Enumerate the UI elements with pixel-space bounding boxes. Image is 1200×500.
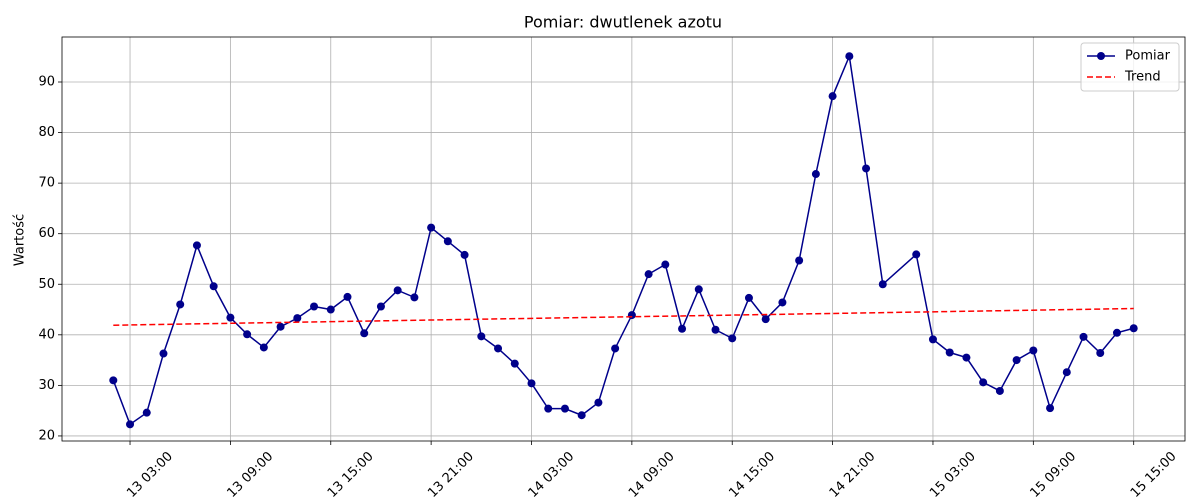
y-tick-label: 70: [38, 176, 55, 191]
data-point: [1129, 324, 1138, 333]
data-point: [226, 313, 235, 322]
data-point: [627, 311, 636, 320]
data-point: [259, 343, 268, 352]
data-point: [979, 378, 988, 387]
data-point: [594, 398, 603, 407]
data-point: [811, 170, 820, 179]
series-line: [113, 307, 1134, 326]
data-point: [326, 305, 335, 314]
y-tick-label: 80: [38, 125, 55, 140]
data-point: [560, 404, 569, 413]
data-point: [1096, 349, 1105, 358]
data-point: [192, 241, 201, 250]
data-point: [928, 335, 937, 344]
data-point: [510, 359, 519, 368]
data-point: [1112, 328, 1121, 337]
data-point: [678, 324, 687, 333]
data-point: [711, 325, 720, 334]
y-axis-label: Wartość: [13, 214, 28, 266]
chart-title: Pomiar: dwutlenek azotu: [524, 13, 722, 32]
data-point: [460, 250, 469, 259]
data-point: [393, 286, 402, 295]
data-point: [1029, 346, 1038, 355]
data-point: [1079, 332, 1088, 341]
y-tick-label: 90: [38, 75, 55, 90]
y-tick-label: 40: [38, 327, 55, 342]
data-point: [544, 404, 553, 413]
data-point: [661, 260, 670, 269]
data-point: [142, 408, 151, 417]
data-point: [962, 353, 971, 362]
data-point: [778, 298, 787, 307]
legend-label: Pomiar: [1125, 49, 1171, 64]
data-point: [293, 314, 302, 323]
data-point: [126, 420, 135, 429]
data-point: [694, 285, 703, 294]
y-tick-label: 20: [38, 428, 55, 443]
data-point: [376, 302, 385, 311]
data-point: [443, 237, 452, 246]
data-point: [343, 292, 352, 301]
data-point: [527, 379, 536, 388]
data-point: [159, 349, 168, 358]
data-point: [109, 376, 118, 385]
y-tick-label: 60: [38, 226, 55, 241]
data-point: [276, 322, 285, 331]
legend-marker: [1097, 52, 1105, 60]
data-point: [912, 250, 921, 259]
data-point: [1046, 404, 1055, 413]
data-point: [310, 302, 319, 311]
data-point: [845, 52, 854, 61]
data-point: [828, 92, 837, 101]
data-point: [644, 270, 653, 279]
data-point: [995, 386, 1004, 395]
data-point: [360, 329, 369, 338]
data-point: [410, 293, 419, 302]
y-tick-label: 30: [38, 378, 55, 393]
data-point: [243, 330, 252, 339]
y-tick-label: 50: [38, 277, 55, 292]
data-point: [761, 315, 770, 324]
data-point: [728, 334, 737, 343]
data-point: [494, 344, 503, 353]
data-point: [1012, 356, 1021, 365]
legend-box: [1080, 42, 1180, 92]
data-point: [862, 164, 871, 173]
data-point: [611, 344, 620, 353]
data-point: [945, 348, 954, 357]
data-point: [209, 282, 218, 291]
data-point: [176, 300, 185, 309]
data-point: [427, 223, 436, 232]
legend-label: Trend: [1124, 70, 1161, 85]
plot-frame: [61, 36, 1186, 442]
data-point: [577, 411, 586, 420]
data-point: [1062, 368, 1071, 377]
data-point: [744, 293, 753, 302]
data-point: [795, 256, 804, 265]
data-point: [477, 332, 486, 341]
data-point: [878, 280, 887, 289]
